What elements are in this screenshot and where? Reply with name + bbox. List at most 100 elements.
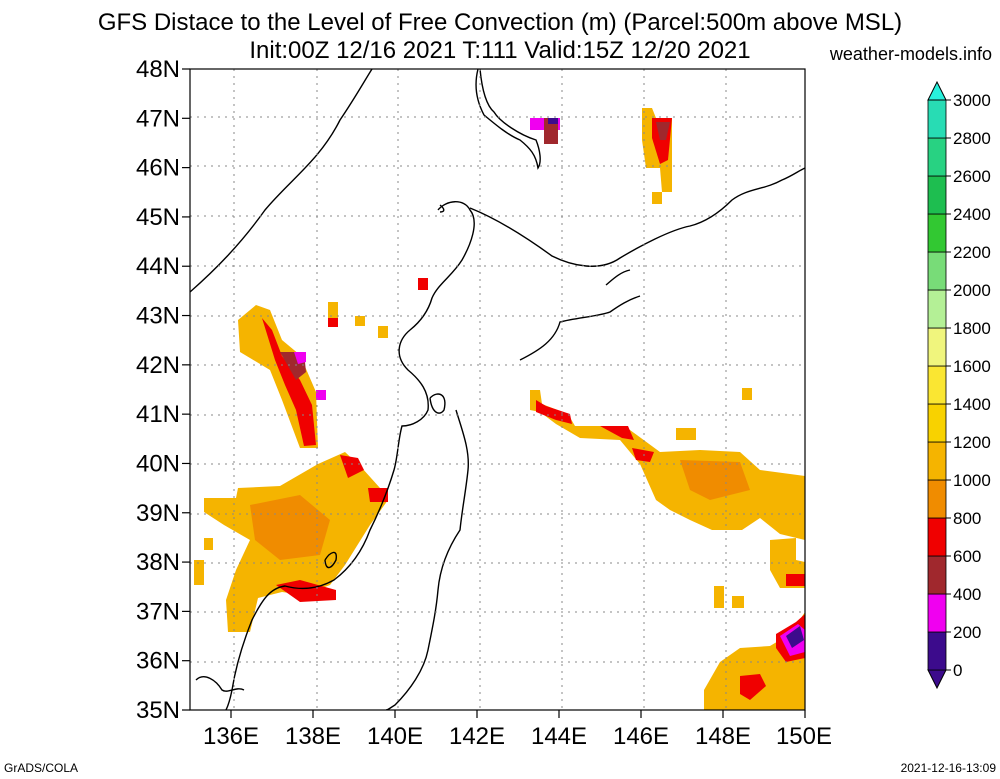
colorbar-min-arrow: [927, 669, 947, 690]
colorbar-swatch: [927, 555, 947, 595]
colorbar-swatch: [927, 175, 947, 215]
colorbar-label: 0: [953, 661, 962, 680]
colorbar-label: 200: [953, 623, 981, 642]
colorbar-label: 600: [953, 547, 981, 566]
lon-label: 142E: [449, 723, 505, 750]
lon-label: 144E: [531, 723, 587, 750]
site-credit: weather-models.info: [829, 44, 992, 64]
field-cell: [294, 352, 306, 364]
colorbar-swatch: [927, 251, 947, 291]
lat-label: 36N: [136, 648, 180, 675]
field-cell: [368, 488, 388, 502]
plot-frame: [189, 68, 806, 711]
map-title: GFS Distace to the Level of Free Convect…: [97, 9, 903, 36]
colorbar-label: 2400: [953, 205, 991, 224]
lon-label: 136E: [203, 723, 259, 750]
colorbar-label: 1400: [953, 395, 991, 414]
field-cell: [632, 448, 654, 462]
colorbar-swatch: [927, 365, 947, 405]
coastline-honshu-west: [225, 201, 475, 710]
field-cell: [250, 495, 330, 560]
field-cell: [714, 586, 724, 608]
lat-label: 40N: [136, 450, 180, 477]
field-cell: [204, 538, 213, 550]
field-cell: [740, 674, 766, 700]
coastline-sado: [324, 551, 338, 569]
field-cell: [262, 318, 316, 446]
field-cell: [328, 318, 338, 327]
colorbar-label: 1800: [953, 319, 991, 338]
field-cell: [536, 400, 572, 424]
colorbar-swatch: [927, 631, 947, 671]
colorbar-label: 1200: [953, 433, 991, 452]
colorbar-label: 1000: [953, 471, 991, 490]
lat-label: 39N: [136, 500, 180, 527]
lat-label: 38N: [136, 549, 180, 576]
colorbar-label: 3000: [953, 91, 991, 110]
lat-label: 45N: [136, 204, 180, 231]
colorbar-swatch: [927, 213, 947, 253]
lat-label: 47N: [136, 105, 180, 132]
lon-label: 146E: [613, 723, 669, 750]
field-cell: [600, 426, 634, 440]
field-cell: [276, 580, 336, 602]
colorbar-label: 800: [953, 509, 981, 528]
field-cell: [378, 326, 388, 338]
field-cell: [676, 428, 696, 440]
field-cell: [656, 122, 670, 140]
field-cell: [732, 596, 744, 608]
field-cell: [530, 390, 805, 540]
field-cell: [680, 460, 750, 500]
colorbar-swatch: [927, 517, 947, 557]
colorbar-label: 2600: [953, 167, 991, 186]
gridlines: [190, 69, 805, 710]
colorbar-swatch: [927, 441, 947, 481]
field-cell: [786, 626, 804, 648]
coastline-hokkaido-north: [469, 167, 805, 267]
footer-timestamp: 2021-12-16-13:09: [900, 761, 996, 775]
field-cell: [316, 390, 326, 400]
lat-label: 46N: [136, 155, 180, 182]
latitude-labels: 48N 47N 46N 45N 44N 43N 42N 41N 40N 39N 38N 37N 36N 3…: [136, 56, 190, 724]
field-cell: [548, 118, 558, 124]
lat-label: 37N: [136, 598, 180, 625]
field-cell: [418, 278, 428, 290]
colorbar-swatch: [927, 99, 947, 139]
lon-label: 138E: [285, 723, 341, 750]
lat-label: 43N: [136, 303, 180, 330]
colorbar-swatch: [927, 403, 947, 443]
coastline-hokkaido-south: [519, 295, 641, 361]
colorbar-swatch: [927, 479, 947, 519]
map-subtitle: Init:00Z 12/16 2021 T:111 Valid:15Z 12/2…: [249, 37, 751, 64]
coastline-kurils: [605, 269, 631, 286]
field-cell: [704, 612, 805, 710]
field-cell: [328, 302, 338, 326]
colorbar-swatch: [927, 593, 947, 633]
longitude-labels: 136E 138E 140E 142E 144E 146E 148E 150E: [203, 710, 832, 750]
lat-label: 44N: [136, 253, 180, 280]
colorbar-swatch: [927, 289, 947, 329]
colorbar-label: 2200: [953, 243, 991, 262]
lon-label: 148E: [695, 723, 751, 750]
field-cell: [340, 455, 364, 478]
lat-label: 35N: [136, 697, 180, 724]
colorbar-swatch: [927, 137, 947, 177]
coastline-kii: [195, 676, 245, 692]
colorbar-label: 2800: [953, 129, 991, 148]
coastline-island: [429, 393, 446, 414]
field-cell: [652, 192, 662, 204]
colorbar-max-arrow: [927, 80, 947, 101]
footer-credit: GrADS/COLA: [4, 761, 79, 775]
field-cell: [742, 388, 752, 400]
lat-label: 41N: [136, 401, 180, 428]
colorbar-swatch: [927, 327, 947, 367]
colorbar-label: 1600: [953, 357, 991, 376]
field-shading: [194, 108, 805, 710]
field-cell: [355, 316, 365, 326]
field-cell: [194, 560, 204, 585]
coastlines: [190, 69, 805, 710]
colorbar: 0 200 400 600 800 1000 1200 1400 1600 1800 2000 220…: [927, 80, 991, 690]
coastline-sakhalin: [475, 69, 541, 170]
lat-label: 42N: [136, 352, 180, 379]
